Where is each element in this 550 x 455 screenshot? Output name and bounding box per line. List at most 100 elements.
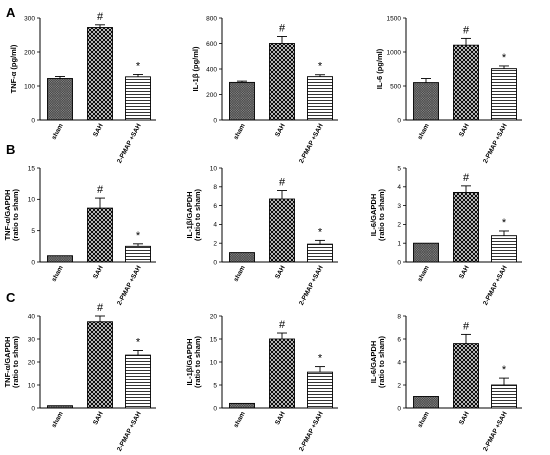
y-axis-label: (ratio to sham): [11, 335, 20, 388]
x-category-label: sham: [233, 122, 247, 140]
y-tick-label: 2: [397, 382, 401, 389]
asterisk-mark: *: [502, 217, 507, 229]
y-tick-label: 10: [210, 165, 218, 172]
y-tick-label: 5: [31, 228, 35, 235]
hash-mark: #: [97, 302, 104, 314]
bar-2-pmap-sah: [125, 245, 151, 263]
bar-sham: [413, 242, 439, 263]
bar-sah: [87, 27, 113, 121]
hash-mark: #: [463, 172, 470, 184]
x-category-label: 2-PMAP +SAH: [298, 410, 325, 452]
bar-sham: [47, 78, 73, 121]
hash-mark: #: [279, 22, 286, 34]
hash-mark: #: [279, 177, 286, 189]
y-axis-label: (ratio to sham): [193, 335, 202, 388]
x-category-label: sham: [417, 122, 431, 140]
y-tick-label: 10: [28, 382, 36, 389]
bar-2-pmap-sah: [491, 68, 517, 121]
asterisk-mark: *: [318, 226, 323, 238]
bar-sah: [269, 338, 295, 409]
y-axis-label: IL-6/GAPDH: [369, 341, 378, 384]
y-tick-label: 8: [213, 184, 217, 191]
y-tick-label: 0: [31, 405, 35, 412]
x-category-label: sham: [233, 264, 247, 282]
y-axis-label: (ratio to sham): [11, 188, 20, 241]
y-tick-label: 40: [28, 313, 36, 320]
hash-mark: #: [463, 24, 470, 36]
panel-label-c: C: [6, 290, 16, 305]
panel-label-a: A: [6, 5, 16, 20]
y-tick-label: 0: [213, 259, 217, 266]
asterisk-mark: *: [318, 61, 323, 73]
bar-chart-4: 0 2 4 6 8 10 IL-1β/GAPDH (ratio to sham) sham # SA…: [185, 165, 338, 307]
y-tick-label: 1000: [387, 49, 402, 56]
y-axis-label: IL-6/GAPDH: [369, 194, 378, 237]
y-tick-label: 5: [213, 382, 217, 389]
bar-sham: [413, 396, 439, 409]
x-category-label: SAH: [458, 410, 471, 426]
y-tick-label: 10: [28, 197, 36, 204]
y-tick-label: 1: [397, 241, 401, 248]
bar-sham: [229, 252, 255, 263]
panel-label-b: B: [6, 142, 15, 157]
bar-chart-7: 0 5 10 15 20 IL-1β/GAPDH (ratio to sham) sham # S…: [185, 313, 338, 453]
bar-sah: [453, 343, 479, 409]
y-axis-label: TNF-α/GAPDH: [3, 190, 12, 241]
asterisk-mark: *: [502, 52, 507, 64]
x-category-label: SAH: [274, 410, 287, 426]
x-category-label: 2-PMAP +SAH: [116, 410, 143, 452]
x-category-label: SAH: [458, 122, 471, 138]
bar-chart-0: 0 100 200 300 TNF-α (pg/ml) sham # SAH * 2-PMAP +…: [9, 11, 156, 165]
x-category-label: sham: [51, 410, 65, 428]
y-tick-label: 6: [213, 203, 217, 210]
bar-chart-8: 0 2 4 6 8 IL-6/GAPDH (ratio to sham) sham # SAH * 2…: [369, 313, 522, 453]
x-category-label: SAH: [92, 410, 105, 426]
y-tick-label: 15: [28, 165, 36, 172]
bar-2-pmap-sah: [307, 76, 333, 121]
bar-sah: [453, 191, 479, 263]
y-tick-label: 0: [213, 117, 217, 124]
bar-chart-5: 0 1 2 3 4 5 IL-6/GAPDH (ratio to sham) sham # SAH *…: [369, 165, 522, 307]
x-category-label: sham: [51, 122, 65, 140]
x-category-label: 2-PMAP +SAH: [298, 264, 325, 306]
y-tick-label: 5: [397, 165, 401, 172]
x-category-label: 2-PMAP +SAH: [482, 410, 509, 452]
hash-mark: #: [97, 184, 104, 196]
bar-sah: [453, 44, 479, 121]
y-tick-label: 100: [24, 83, 35, 90]
asterisk-mark: *: [136, 337, 141, 349]
y-tick-label: 20: [28, 359, 36, 366]
y-tick-label: 15: [210, 336, 218, 343]
x-category-label: 2-PMAP +SAH: [116, 264, 143, 306]
y-tick-label: 0: [31, 117, 35, 124]
y-axis-label: IL-6 (pg/ml): [375, 48, 384, 89]
y-axis-label: TNF-α (pg/ml): [9, 44, 18, 93]
asterisk-mark: *: [502, 364, 507, 376]
y-tick-label: 4: [213, 222, 217, 229]
bar-sham: [413, 82, 439, 121]
x-category-label: 2-PMAP +SAH: [116, 122, 143, 164]
hash-mark: #: [97, 11, 104, 23]
x-category-label: SAH: [92, 264, 105, 280]
y-tick-label: 400: [206, 66, 217, 73]
bar-2-pmap-sah: [307, 243, 333, 263]
y-tick-label: 0: [31, 259, 35, 266]
y-axis-label: IL-1β (pg/ml): [191, 46, 200, 91]
x-category-label: 2-PMAP +SAH: [298, 122, 325, 164]
bar-sham: [47, 255, 73, 263]
y-tick-label: 6: [397, 336, 401, 343]
bar-chart-3: 0 5 10 15 TNF-α/GAPDH (ratio to sham) sham # SAH…: [3, 165, 156, 307]
y-tick-label: 4: [397, 359, 401, 366]
hash-mark: #: [463, 320, 470, 332]
bar-chart-6: 0 10 20 30 40 TNF-α/GAPDH (ratio to sham) sham #…: [3, 302, 156, 453]
bar-sah: [269, 43, 295, 121]
x-category-label: sham: [233, 410, 247, 428]
x-category-label: 2-PMAP +SAH: [482, 122, 509, 164]
y-tick-label: 2: [213, 241, 217, 248]
y-tick-label: 4: [397, 184, 401, 191]
bar-2-pmap-sah: [307, 371, 333, 409]
y-tick-label: 8: [397, 313, 401, 320]
x-category-label: sham: [417, 410, 431, 428]
y-tick-label: 30: [28, 336, 36, 343]
